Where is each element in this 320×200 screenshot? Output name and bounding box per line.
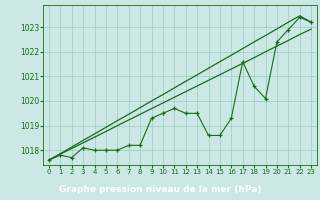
Text: Graphe pression niveau de la mer (hPa): Graphe pression niveau de la mer (hPa) — [59, 185, 261, 194]
